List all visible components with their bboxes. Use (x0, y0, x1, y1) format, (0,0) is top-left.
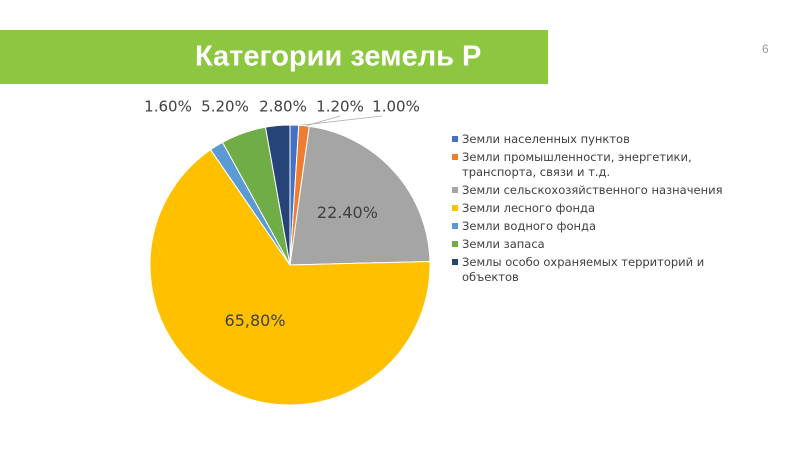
title: Категории земель Р (195, 41, 481, 73)
legend-item: Земли запаса (452, 237, 752, 252)
legend-swatch (452, 187, 458, 193)
legend-item: Земли сельскохозяйственного назначения (452, 183, 752, 198)
legend-label: Земли водного фонда (462, 219, 597, 233)
leader-line (293, 115, 383, 127)
data-label: 1.20% (316, 98, 364, 116)
legend-swatch (452, 205, 458, 211)
legend-swatch (452, 241, 458, 247)
legend-item: Землы особо охраняемых территорий и объе… (452, 255, 752, 285)
legend-item: Земли промышленности, энергетики, трансп… (452, 150, 752, 180)
data-label: 22.40% (317, 203, 378, 222)
legend-item: Земли водного фонда (452, 219, 752, 234)
legend-item: Земли населенных пунктов (452, 132, 752, 147)
pie-slice (264, 124, 291, 266)
legend-item: Земли лесного фонда (452, 201, 752, 216)
pie-slice (149, 149, 431, 406)
pie-slice (289, 125, 431, 266)
legend-label: Земли промышленности, энергетики, трансп… (462, 150, 692, 179)
data-label: 1.60% (144, 98, 192, 116)
title-bar (0, 30, 548, 84)
data-label: 1.00% (372, 98, 420, 116)
legend-swatch (452, 223, 458, 229)
legend-label: Землы особо охраняемых территорий и объе… (462, 255, 705, 284)
legend-label: Земли запаса (462, 237, 545, 251)
legend-swatch (452, 136, 458, 142)
data-label: 2.80% (259, 98, 307, 116)
page-number: 6 (762, 42, 769, 56)
legend-swatch (452, 259, 458, 265)
legend-swatch (452, 154, 458, 160)
legend-label: Земли лесного фонда (462, 201, 596, 215)
legend-label: Земли сельскохозяйственного назначения (462, 183, 723, 197)
leader-line (301, 115, 341, 128)
data-label: 5.20% (201, 98, 249, 116)
legend-label: Земли населенных пунктов (462, 132, 630, 146)
legend: Земли населенных пунктов Земли промышленн… (452, 132, 752, 288)
data-label: 65,80% (225, 311, 286, 330)
